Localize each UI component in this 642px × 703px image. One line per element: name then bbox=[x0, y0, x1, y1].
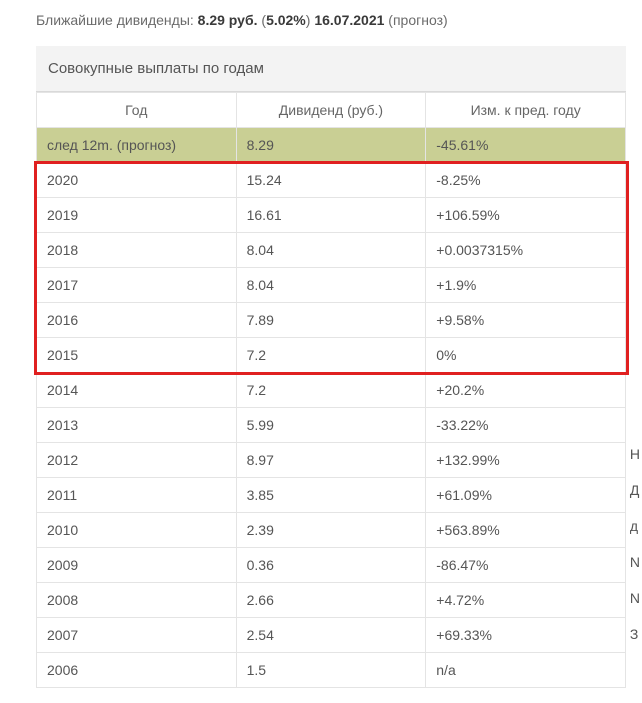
cell-change: +563.89% bbox=[426, 513, 626, 548]
cropped-char: N bbox=[630, 544, 640, 580]
cell-dividend: 2.39 bbox=[236, 513, 426, 548]
table-wrap: Совокупные выплаты по годам Год Дивиденд… bbox=[36, 46, 626, 688]
cell-dividend: 2.54 bbox=[236, 618, 426, 653]
table-row: 20061.5n/a bbox=[37, 653, 626, 688]
cell-change: +9.58% bbox=[426, 303, 626, 338]
cell-year: 2007 bbox=[37, 618, 237, 653]
table-row: 20072.54+69.33% bbox=[37, 618, 626, 653]
table-row: 20113.85+61.09% bbox=[37, 478, 626, 513]
cell-year: 2011 bbox=[37, 478, 237, 513]
cell-change: 0% bbox=[426, 338, 626, 373]
heading-amount: 8.29 руб. bbox=[198, 12, 258, 28]
cell-dividend: 8.97 bbox=[236, 443, 426, 478]
dividends-by-year-table: Совокупные выплаты по годам Год Дивиденд… bbox=[36, 46, 626, 688]
cell-year: 2010 bbox=[37, 513, 237, 548]
table-row: 20102.39+563.89% bbox=[37, 513, 626, 548]
cell-dividend: 1.5 bbox=[236, 653, 426, 688]
cell-dividend: 7.2 bbox=[236, 373, 426, 408]
cell-change: -45.61% bbox=[426, 128, 626, 163]
table-row: 20178.04+1.9% bbox=[37, 268, 626, 303]
cell-dividend: 5.99 bbox=[236, 408, 426, 443]
cell-dividend: 0.36 bbox=[236, 548, 426, 583]
cell-change: +106.59% bbox=[426, 198, 626, 233]
heading-pct: 5.02% bbox=[266, 12, 306, 28]
table-row: 20157.20% bbox=[37, 338, 626, 373]
cell-year: 2013 bbox=[37, 408, 237, 443]
cell-change: -8.25% bbox=[426, 163, 626, 198]
table-body: след 12m. (прогноз) 8.29 -45.61% 202015.… bbox=[37, 128, 626, 688]
table-row: 202015.24-8.25% bbox=[37, 163, 626, 198]
cell-change: +132.99% bbox=[426, 443, 626, 478]
table-row: 20188.04+0.0037315% bbox=[37, 233, 626, 268]
upcoming-dividends-line: Ближайшие дивиденды: 8.29 руб. (5.02%) 1… bbox=[36, 12, 642, 28]
col-header-dividend: Дивиденд (руб.) bbox=[236, 93, 426, 128]
col-header-change: Изм. к пред. году bbox=[426, 93, 626, 128]
table-row: 20135.99-33.22% bbox=[37, 408, 626, 443]
cell-dividend: 16.61 bbox=[236, 198, 426, 233]
cell-year: 2012 bbox=[37, 443, 237, 478]
cell-dividend: 7.89 bbox=[236, 303, 426, 338]
cropped-char: д bbox=[630, 508, 640, 544]
cell-dividend: 3.85 bbox=[236, 478, 426, 513]
cell-dividend: 8.29 bbox=[236, 128, 426, 163]
cell-dividend: 15.24 bbox=[236, 163, 426, 198]
cell-change: n/a bbox=[426, 653, 626, 688]
table-row: 20167.89+9.58% bbox=[37, 303, 626, 338]
cell-year: 2014 bbox=[37, 373, 237, 408]
cropped-char: Н bbox=[630, 436, 640, 472]
cell-change: +61.09% bbox=[426, 478, 626, 513]
table-row: 201916.61+106.59% bbox=[37, 198, 626, 233]
cell-year: 2008 bbox=[37, 583, 237, 618]
cropped-right-text: НДдNNЗ bbox=[630, 436, 640, 652]
table-row: 20128.97+132.99% bbox=[37, 443, 626, 478]
cell-change: +20.2% bbox=[426, 373, 626, 408]
forecast-row: след 12m. (прогноз) 8.29 -45.61% bbox=[37, 128, 626, 163]
cropped-char: З bbox=[630, 616, 640, 652]
cell-change: -33.22% bbox=[426, 408, 626, 443]
cell-change: +69.33% bbox=[426, 618, 626, 653]
cropped-char: Д bbox=[630, 472, 640, 508]
table-caption: Совокупные выплаты по годам bbox=[36, 46, 626, 92]
table-row: 20090.36-86.47% bbox=[37, 548, 626, 583]
cell-year: 2016 bbox=[37, 303, 237, 338]
heading-pct-close: ) bbox=[306, 12, 311, 28]
col-header-year: Год bbox=[37, 93, 237, 128]
heading-date: 16.07.2021 bbox=[314, 12, 384, 28]
table-row: 20147.2+20.2% bbox=[37, 373, 626, 408]
heading-prefix: Ближайшие дивиденды: bbox=[36, 12, 194, 28]
cell-year: 2015 bbox=[37, 338, 237, 373]
cell-year: 2017 bbox=[37, 268, 237, 303]
heading-note: (прогноз) bbox=[388, 12, 447, 28]
cell-change: +0.0037315% bbox=[426, 233, 626, 268]
cell-year: 2006 bbox=[37, 653, 237, 688]
cell-dividend: 8.04 bbox=[236, 233, 426, 268]
table-header-row: Год Дивиденд (руб.) Изм. к пред. году bbox=[37, 93, 626, 128]
cell-change: -86.47% bbox=[426, 548, 626, 583]
cell-year: 2019 bbox=[37, 198, 237, 233]
cell-year: 2020 bbox=[37, 163, 237, 198]
cell-change: +1.9% bbox=[426, 268, 626, 303]
cell-change: +4.72% bbox=[426, 583, 626, 618]
cell-dividend: 8.04 bbox=[236, 268, 426, 303]
cell-year: 2009 bbox=[37, 548, 237, 583]
cell-dividend: 2.66 bbox=[236, 583, 426, 618]
cell-dividend: 7.2 bbox=[236, 338, 426, 373]
cell-year: след 12m. (прогноз) bbox=[37, 128, 237, 163]
cropped-char: N bbox=[630, 580, 640, 616]
cell-year: 2018 bbox=[37, 233, 237, 268]
table-row: 20082.66+4.72% bbox=[37, 583, 626, 618]
